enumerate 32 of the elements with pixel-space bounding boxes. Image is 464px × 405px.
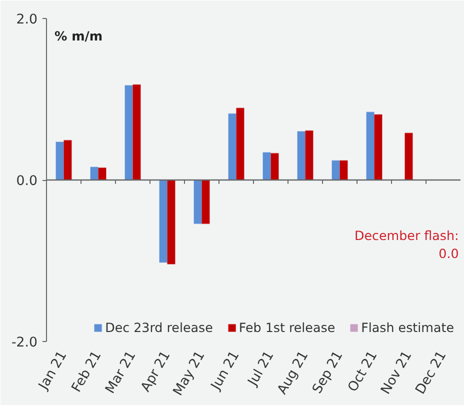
y-tick-label: 0.0: [16, 174, 38, 189]
bar: [132, 84, 141, 180]
annotation: December flash: 0.0: [354, 228, 459, 261]
y-axis-title: % m/m: [54, 28, 103, 44]
bar: [124, 85, 134, 180]
bar: [304, 130, 314, 180]
x-tick-label: Jun 21: [208, 348, 243, 394]
bar: [332, 160, 340, 180]
legend-label: Feb 1st release: [238, 320, 336, 335]
x-tick-label: Oct 21: [346, 348, 381, 395]
x-tick-label: Feb 21: [69, 348, 105, 396]
bar: [159, 180, 168, 263]
bar: [236, 108, 244, 180]
x-tick-label: Jan 21: [36, 348, 70, 394]
bar: [366, 112, 375, 180]
bar: [194, 180, 202, 224]
bar: [339, 160, 348, 180]
bar: [56, 142, 64, 180]
x-tick-label: Jul 21: [245, 348, 278, 390]
bar: [228, 113, 237, 180]
legend-label: Dec 23rd release: [105, 320, 213, 335]
bar: [98, 167, 106, 180]
y-tick-label: -2.0: [11, 336, 38, 350]
bar: [270, 152, 279, 180]
bar: [297, 131, 306, 180]
y-tick-label: 2.0: [16, 12, 38, 28]
bar: [166, 180, 176, 264]
bar: [374, 114, 382, 180]
bar: [262, 152, 272, 180]
bar: [201, 180, 210, 224]
bar: [63, 140, 72, 180]
legend-label: Flash estimate: [361, 320, 454, 335]
